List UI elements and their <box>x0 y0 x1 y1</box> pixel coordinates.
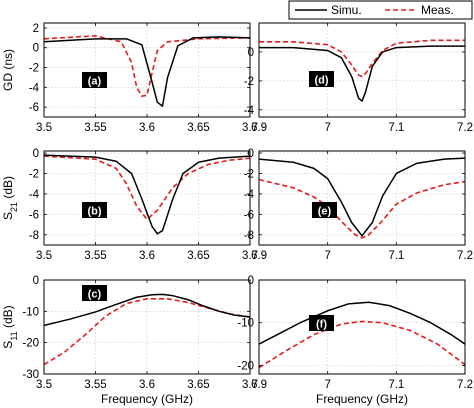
y-tick-label: 0 <box>248 275 254 287</box>
series-line-simu <box>259 301 465 345</box>
y-tick-label: -10 <box>22 306 39 318</box>
x-tick-label: 6.9 <box>251 250 267 262</box>
y-tick-label: 0 <box>33 148 39 160</box>
panel-tag-label: (a) <box>88 76 102 88</box>
series-line-simu <box>44 154 250 235</box>
y-tick-label: 0 <box>33 43 39 55</box>
series-line-simu <box>44 293 250 327</box>
panel-tag-label: (c) <box>88 289 102 301</box>
x-tick-label: 3.65 <box>187 122 209 134</box>
x-tick-label: 3.55 <box>84 379 106 391</box>
legend-label: Simu. <box>331 3 362 17</box>
x-tick-label: 6.9 <box>251 122 267 134</box>
legend-label: Meas. <box>421 3 454 17</box>
panel-tag-label: (b) <box>87 206 101 218</box>
x-axis-label-left: Frequency (GHz) <box>101 392 193 406</box>
y-tick-label: -10 <box>237 318 254 330</box>
panel-tag-label: (e) <box>318 206 332 218</box>
series-line-meas <box>259 39 465 78</box>
panel-b: 3.5 3.55 3.6 3.65 3.7 0 -2 -4 -6 -8 (b) S21 (dB) <box>1 148 258 262</box>
x-tick-label: 3.55 <box>84 250 106 262</box>
y-tick-label: -4 <box>244 189 255 201</box>
y-tick-label: 0 <box>248 148 254 160</box>
plot-frame <box>258 22 466 118</box>
series-line-meas <box>44 35 250 98</box>
panel-tag-label: (f) <box>316 319 327 331</box>
x-tick-label: 7.1 <box>388 122 404 134</box>
y-tick-label: -4 <box>29 189 40 201</box>
panel-tag-label: (d) <box>314 75 328 87</box>
x-tick-label: 3.7 <box>242 250 258 262</box>
series-line-meas <box>259 320 465 369</box>
panel-tag-box <box>82 285 107 301</box>
y-tick-label: -2 <box>29 168 39 180</box>
y-tick-label: 0 <box>33 275 39 287</box>
y-tick-label: 0 <box>248 47 254 59</box>
y-axis-label: S11 (dB) <box>1 305 19 348</box>
legend-box <box>288 0 473 20</box>
y-axis-label: S21 (dB) <box>1 176 19 220</box>
panel-f: 6.9 7 7.1 7.2 0 -10 -20 (f) <box>237 275 473 391</box>
panel-c: 3.5 3.55 3.6 3.65 3.7 0 -10 -20 -30 (c) S11 (dB) <box>1 275 258 391</box>
y-tick-label: -6 <box>29 209 39 221</box>
legend: Simu. Meas. <box>288 0 473 20</box>
panel-tag-box <box>82 72 107 88</box>
x-tick-label: 3.7 <box>242 379 258 391</box>
y-tick-label: -8 <box>244 230 254 242</box>
y-tick-label: -2 <box>244 76 254 88</box>
x-tick-label: 3.6 <box>139 250 155 262</box>
panel-e: 6.9 7 7.1 7.2 0 -2 -4 -6 -8 (e) <box>244 148 473 262</box>
y-tick-label: -20 <box>237 360 254 372</box>
x-tick-label: 3.65 <box>187 250 209 262</box>
panel-tag-box <box>309 71 334 87</box>
panels-layer: 3.5 3.55 3.6 3.65 3.7 2 0 -2 -4 -6 (a) GD (ns) 6.9 7 7… <box>1 22 473 391</box>
series-line-meas <box>259 178 465 239</box>
panel-tag-box <box>312 202 337 218</box>
x-tick-label: 7.2 <box>457 122 473 134</box>
panel-tag-box <box>82 202 107 218</box>
x-tick-label: 3.6 <box>139 379 155 391</box>
x-tick-label: 7.1 <box>388 379 404 391</box>
x-tick-label: 7.2 <box>457 379 473 391</box>
x-tick-label: 6.9 <box>251 379 267 391</box>
x-axis-label-right: Frequency (GHz) <box>316 392 408 406</box>
series-line-simu <box>259 45 465 102</box>
y-axis-label: GD (ns) <box>1 49 15 91</box>
plot-frame <box>258 279 466 375</box>
y-tick-label: 2 <box>33 23 39 35</box>
x-tick-label: 7.2 <box>457 250 473 262</box>
x-tick-label: 7 <box>324 122 330 134</box>
y-tick-label: -2 <box>244 168 254 180</box>
y-tick-label: -8 <box>29 230 39 242</box>
y-tick-label: -2 <box>29 63 39 75</box>
panel-a: 3.5 3.55 3.6 3.65 3.7 2 0 -2 -4 -6 (a) GD (ns) <box>1 22 258 134</box>
series-line-simu <box>259 157 465 237</box>
plot-frame <box>258 150 466 246</box>
series-line-simu <box>44 36 250 107</box>
y-tick-label: -4 <box>29 82 40 94</box>
x-tick-label: 3.5 <box>36 379 52 391</box>
panel-d: 6.9 7 7.1 7.2 0 -2 -4 (d) <box>244 22 473 134</box>
y-tick-label: -6 <box>244 209 254 221</box>
x-tick-label: 7 <box>324 250 330 262</box>
y-tick-label: -6 <box>29 102 39 114</box>
x-tick-label: 3.7 <box>242 122 258 134</box>
y-tick-label: -4 <box>244 105 255 117</box>
x-tick-label: 7.1 <box>388 250 404 262</box>
y-tick-label: -30 <box>22 369 39 381</box>
x-tick-label: 3.65 <box>187 379 209 391</box>
x-tick-label: 3.5 <box>36 122 52 134</box>
x-tick-label: 7 <box>324 379 330 391</box>
y-tick-label: -20 <box>22 338 39 350</box>
x-tick-label: 3.55 <box>84 122 106 134</box>
x-tick-label: 3.5 <box>36 250 52 262</box>
x-tick-label: 3.6 <box>139 122 155 134</box>
panel-tag-box <box>309 315 334 331</box>
